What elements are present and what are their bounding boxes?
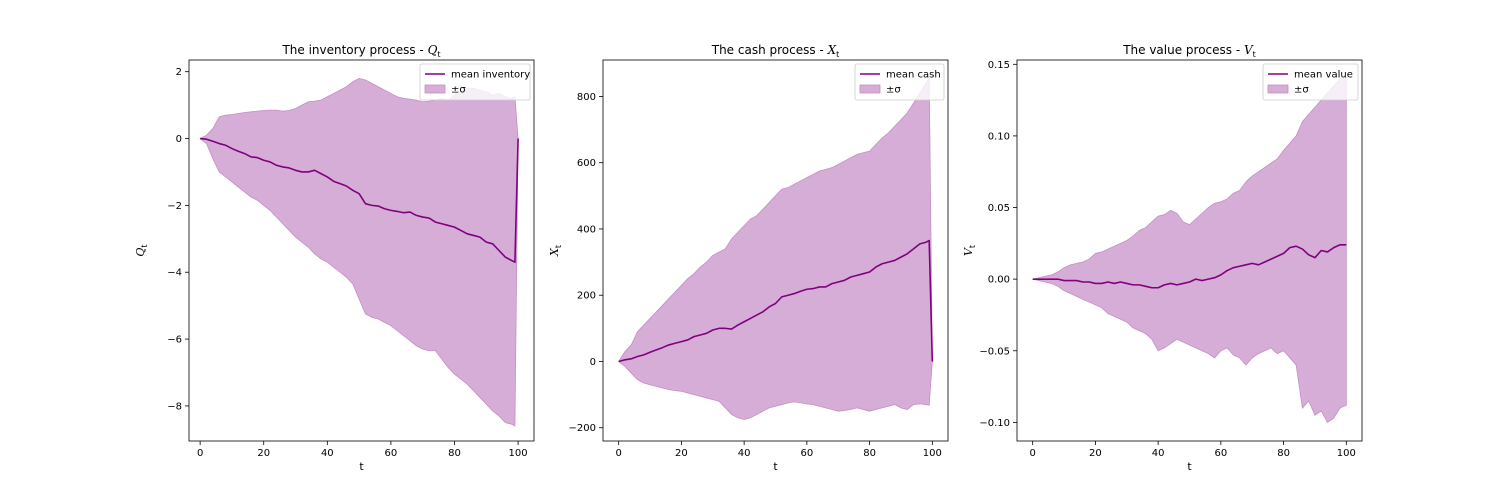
legend-band-label: ±σ	[886, 85, 901, 96]
y-tick-label: 0.05	[988, 203, 1010, 214]
mean-line	[618, 239, 934, 363]
y-axis-label: Xt	[548, 245, 563, 257]
chart-title: The value process - Vt	[1122, 43, 1256, 59]
legend-band-label: ±σ	[1294, 85, 1309, 96]
y-axis-label-symbol: X	[548, 247, 561, 257]
x-tick-label: 100	[509, 448, 528, 459]
x-tick-label: 60	[800, 448, 813, 459]
y-tick-label: −8	[167, 401, 182, 412]
y-tick-label: 2	[176, 67, 182, 78]
x-tick-label: 0	[197, 448, 203, 459]
y-tick-label: 0	[590, 357, 596, 368]
x-tick-label: 100	[1337, 448, 1356, 459]
y-tick-label: 800	[577, 92, 596, 103]
y-axis-label-symbol: V	[962, 247, 975, 256]
x-tick-label: 20	[675, 448, 688, 459]
chart-panel-3: 0 20 40 60 80 100 0.15 0.10 0.05 0.00 −0.05 −0.10 Th…	[962, 43, 1363, 473]
y-tick-label: −0.05	[979, 346, 1010, 357]
x-axis-label: t	[359, 460, 364, 473]
x-tick-label: 0	[1029, 448, 1035, 459]
std-band	[199, 77, 519, 427]
mean-line	[200, 137, 519, 263]
y-tick-label: 0.15	[988, 60, 1010, 71]
x-tick-label: 100	[923, 448, 942, 459]
chart-title-text: The value process -	[1122, 43, 1244, 57]
x-tick-label: 0	[615, 448, 621, 459]
y-tick-label: 400	[577, 224, 596, 235]
y-axis-label: Qt	[134, 244, 149, 256]
legend: mean value ±σ	[1262, 63, 1359, 101]
chart-title-symbol: X	[827, 43, 837, 57]
legend-band-swatch	[424, 84, 446, 94]
chart-title-subscript: t	[1253, 50, 1256, 59]
legend-line-label: mean value	[1294, 70, 1353, 81]
x-tick-label: 80	[448, 448, 461, 459]
y-axis-label-symbol: Q	[134, 248, 147, 257]
legend-line-label: mean inventory	[451, 70, 530, 81]
y-axis-label-subscript: t	[140, 244, 149, 247]
chart-title-subscript: t	[836, 50, 839, 59]
y-axis-label-subscript: t	[554, 245, 563, 248]
x-tick-label: 40	[738, 448, 751, 459]
y-tick-label: 200	[577, 291, 596, 302]
y-tick-label: −6	[167, 335, 182, 346]
legend-band-swatch	[859, 84, 881, 94]
legend-box	[419, 63, 531, 101]
x-tick-label: 80	[863, 448, 876, 459]
y-tick-label: −200	[569, 423, 596, 434]
chart-title-symbol: V	[1244, 43, 1254, 57]
axes-frame	[1016, 59, 1363, 442]
mean-line	[1032, 243, 1347, 289]
chart-title-text: The cash process -	[711, 43, 828, 57]
x-tick-label: 20	[1089, 448, 1102, 459]
y-tick-label: −2	[167, 201, 182, 212]
x-tick-label: 40	[321, 448, 334, 459]
legend-line-label: mean cash	[886, 70, 941, 81]
y-tick-label: 0	[176, 134, 182, 145]
std-band	[618, 76, 933, 420]
y-tick-label: −0.10	[979, 418, 1010, 429]
y-tick-label: 0.00	[988, 275, 1010, 286]
legend: mean inventory ±σ	[419, 63, 531, 101]
y-tick-label: 0.10	[988, 131, 1010, 142]
y-axis-label: Vt	[962, 245, 977, 256]
axes-frame	[602, 59, 949, 442]
x-tick-label: 80	[1277, 448, 1290, 459]
legend-band-swatch	[1267, 84, 1289, 94]
y-axis-label-subscript: t	[968, 245, 977, 248]
chart-title: The cash process - Xt	[711, 43, 840, 59]
x-tick-label: 20	[257, 448, 270, 459]
chart-title-subscript: t	[437, 50, 440, 59]
x-axis-label: t	[1187, 460, 1192, 473]
plot-area	[618, 76, 934, 420]
axes-frame	[188, 59, 535, 442]
chart-title: The inventory process - Qt	[281, 43, 440, 59]
chart-title-symbol: Q	[428, 43, 438, 57]
legend-band-label: ±σ	[451, 85, 466, 96]
x-tick-label: 60	[1214, 448, 1227, 459]
x-axis-label: t	[773, 460, 778, 473]
x-tick-label: 40	[1152, 448, 1165, 459]
std-band	[1032, 76, 1347, 423]
plot-area	[1032, 76, 1347, 423]
chart-panel-2: 0 20 40 60 80 100 800 600 400 200 0 −200 The cash pr…	[548, 43, 949, 473]
x-tick-label: 60	[385, 448, 398, 459]
y-tick-label: 600	[577, 158, 596, 169]
chart-title-text: The inventory process -	[281, 43, 427, 57]
legend: mean cash ±σ	[854, 63, 945, 101]
plot-area	[199, 77, 519, 427]
y-tick-label: −4	[167, 268, 182, 279]
